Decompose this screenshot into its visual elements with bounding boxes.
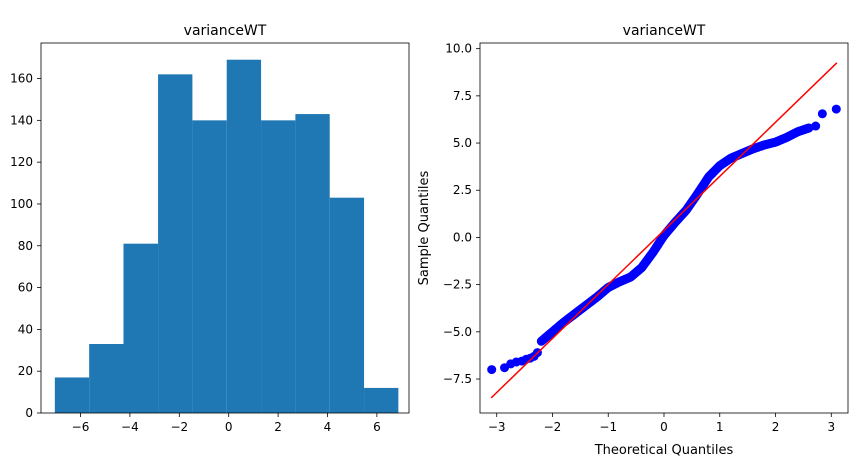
qq-point: [831, 104, 841, 114]
qq-y-ticks: −7.5 −5.0 −2.5 0.0 2.5 5.0 7.5 10.0: [443, 42, 480, 386]
histogram-x-tick-label: 4: [324, 420, 332, 434]
histogram-x-tick-label: −6: [72, 420, 90, 434]
histogram-x-ticks: −6 −4 −2 0 2 4 6: [72, 413, 381, 434]
qq-y-tick-label: 10.0: [445, 42, 472, 56]
qq-y-tick-label: −5.0: [443, 325, 472, 339]
qq-point: [817, 109, 827, 119]
histogram-bar: [89, 344, 124, 413]
histogram-frame: [40, 42, 410, 414]
histogram-bar: [158, 74, 193, 414]
qq-point: [811, 121, 821, 131]
histogram-bar: [261, 120, 296, 413]
qq-x-ticks: −3 −2 −1 0 1 2 3: [488, 413, 835, 434]
histogram-bar: [123, 243, 159, 413]
histogram-y-tick-label: 60: [18, 281, 33, 295]
histogram-bar: [192, 120, 227, 413]
histogram-title: varianceWT: [184, 23, 267, 39]
histogram-y-tick-label: 100: [10, 197, 33, 211]
histogram-bar: [329, 197, 365, 413]
histogram-y-tick-label: 160: [10, 72, 33, 86]
histogram-x-tick-label: 2: [274, 420, 282, 434]
qq-plot-points: [487, 104, 841, 375]
qq-x-tick-label: 0: [660, 420, 668, 434]
qq-y-tick-label: 5.0: [453, 136, 472, 150]
histogram-y-tick-label: 40: [18, 322, 33, 336]
qq-x-tick-label: −3: [488, 420, 506, 434]
histogram-y-tick-label: 80: [18, 239, 33, 253]
qq-plot-panel: varianceWT −3 −2 −1 0 1 2 3 −7.5 −5.0 −2.5 0.0 2.5…: [417, 23, 849, 458]
qq-y-axis-label: Sample Quantiles: [417, 170, 432, 285]
histogram-x-tick-label: −2: [170, 420, 188, 434]
histogram-y-tick-label: 0: [25, 406, 33, 420]
histogram-x-tick-label: 0: [225, 420, 233, 434]
histogram-bars: [54, 59, 399, 414]
qq-x-tick-label: −2: [544, 420, 562, 434]
qq-y-tick-label: 7.5: [453, 89, 472, 103]
qq-y-tick-label: −7.5: [443, 372, 472, 386]
histogram-x-tick-label: −4: [121, 420, 139, 434]
qq-y-tick-label: 2.5: [453, 183, 472, 197]
qq-reference-line: [490, 62, 838, 399]
histogram-y-ticks: 0 20 40 60 80 100 120 140 160: [10, 72, 41, 420]
qq-plot-frame: [479, 42, 849, 414]
histogram-y-tick-label: 120: [10, 155, 33, 169]
histogram-bar: [364, 387, 399, 413]
histogram-bar: [226, 59, 262, 413]
qq-x-tick-label: 2: [772, 420, 780, 434]
histogram-bar: [295, 114, 330, 413]
histogram-bar: [54, 377, 90, 413]
qq-x-tick-label: 3: [827, 420, 835, 434]
histogram-panel: varianceWT −6 −4 −2 0 2 4 6 0 20 40 60 80 100 120 140…: [10, 23, 410, 434]
histogram-y-tick-label: 140: [10, 113, 33, 127]
histogram-x-tick-label: 6: [373, 420, 381, 434]
qq-x-tick-label: −1: [599, 420, 617, 434]
qq-plot-title: varianceWT: [623, 23, 706, 39]
histogram-y-tick-label: 20: [18, 364, 33, 378]
qq-y-tick-label: 0.0: [453, 230, 472, 244]
qq-point: [487, 365, 497, 375]
qq-x-axis-label: Theoretical Quantiles: [594, 443, 734, 458]
qq-y-tick-label: −2.5: [443, 278, 472, 292]
qq-x-tick-label: 1: [716, 420, 724, 434]
